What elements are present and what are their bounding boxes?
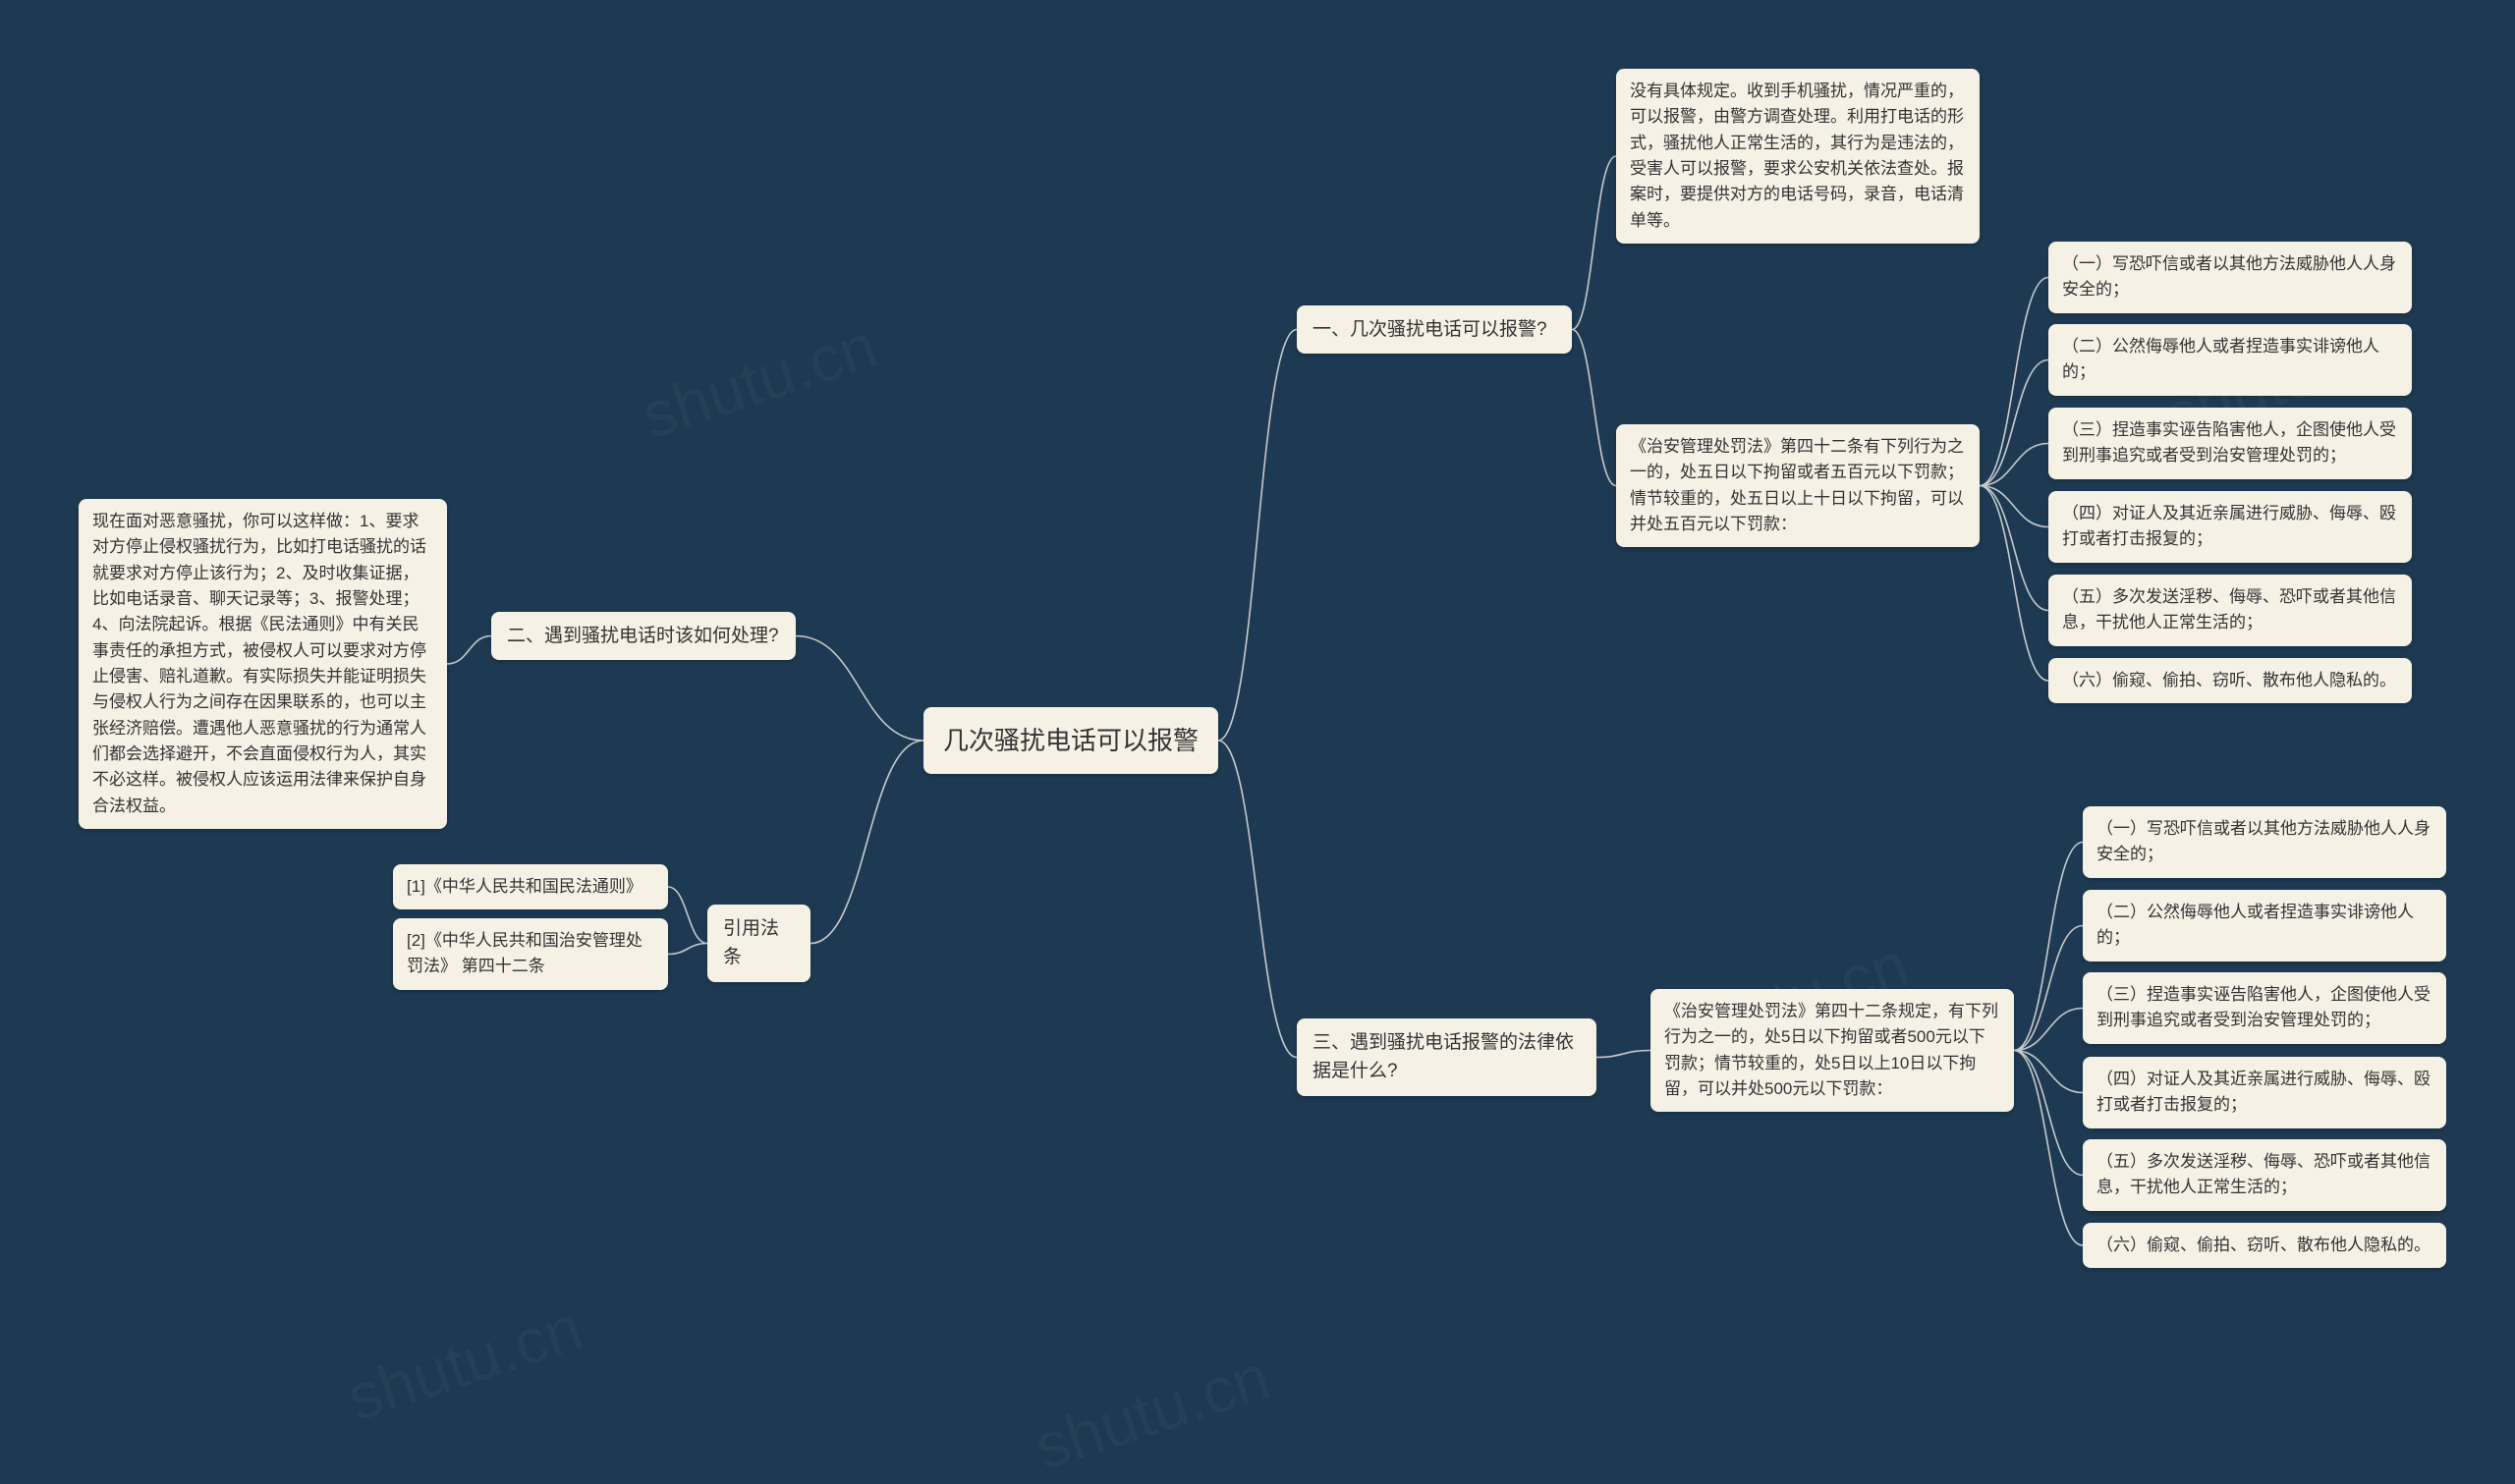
mindmap-node: 一、几次骚扰电话可以报警? (1297, 305, 1572, 354)
mindmap-node: [2]《中华人民共和国治安管理处罚法》 第四十二条 (393, 918, 668, 990)
mindmap-node: （二）公然侮辱他人或者捏造事实诽谤他人的； (2083, 890, 2446, 962)
mindmap-node: （四）对证人及其近亲属进行威胁、侮辱、殴打或者打击报复的； (2083, 1057, 2446, 1128)
mindmap-node: （一）写恐吓信或者以其他方法威胁他人人身安全的； (2048, 242, 2412, 313)
mindmap-node: 《治安管理处罚法》第四十二条规定，有下列行为之一的，处5日以下拘留或者500元以… (1650, 989, 2014, 1112)
mindmap-node: 几次骚扰电话可以报警 (923, 707, 1218, 774)
mindmap-node: （六）偷窥、偷拍、窃听、散布他人隐私的。 (2048, 658, 2412, 703)
mindmap-node: （五）多次发送淫秽、侮辱、恐吓或者其他信息，干扰他人正常生活的； (2048, 575, 2412, 646)
mindmap-node: （三）捏造事实诬告陷害他人，企图使他人受到刑事追究或者受到治安管理处罚的； (2083, 972, 2446, 1044)
mindmap-node: （二）公然侮辱他人或者捏造事实诽谤他人的； (2048, 324, 2412, 396)
mindmap-node: （五）多次发送淫秽、侮辱、恐吓或者其他信息，干扰他人正常生活的； (2083, 1139, 2446, 1211)
mindmap-node: 三、遇到骚扰电话报警的法律依据是什么? (1297, 1018, 1596, 1096)
watermark: shutu.cn (633, 308, 885, 453)
mindmap-node: 二、遇到骚扰电话时该如何处理? (491, 612, 796, 660)
mindmap-node: （六）偷窥、偷拍、窃听、散布他人隐私的。 (2083, 1223, 2446, 1268)
watermark: shutu.cn (1026, 1340, 1278, 1484)
mindmap-node: （三）捏造事实诬告陷害他人，企图使他人受到刑事追究或者受到治安管理处罚的； (2048, 408, 2412, 479)
mindmap-node: 现在面对恶意骚扰，你可以这样做：1、要求对方停止侵权骚扰行为，比如打电话骚扰的话… (79, 499, 447, 829)
mindmap-node: 没有具体规定。收到手机骚扰，情况严重的，可以报警，由警方调查处理。利用打电话的形… (1616, 69, 1980, 244)
mindmap-node: [1]《中华人民共和国民法通则》 (393, 864, 668, 909)
mindmap-node: 《治安管理处罚法》第四十二条有下列行为之一的，处五日以下拘留或者五百元以下罚款；… (1616, 424, 1980, 547)
watermark: shutu.cn (338, 1291, 590, 1435)
mindmap-node: （一）写恐吓信或者以其他方法威胁他人人身安全的； (2083, 806, 2446, 878)
mindmap-node: 引用法条 (707, 905, 810, 982)
mindmap-node: （四）对证人及其近亲属进行威胁、侮辱、殴打或者打击报复的； (2048, 491, 2412, 563)
